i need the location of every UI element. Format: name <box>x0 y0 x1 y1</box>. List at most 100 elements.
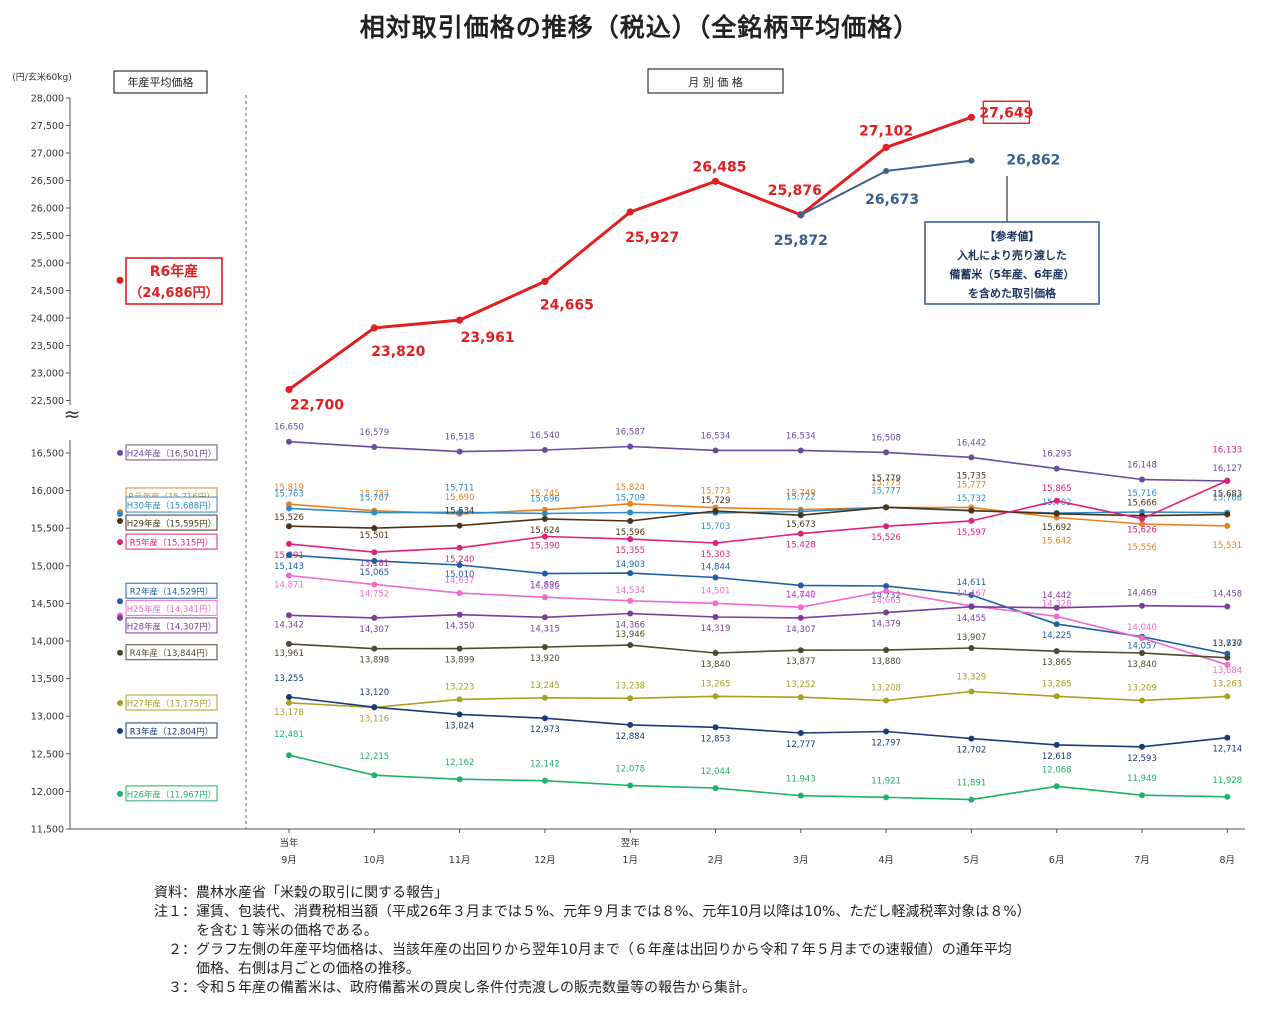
y-tick-label-upper: 26,500 <box>31 176 64 187</box>
series-line <box>288 643 1228 659</box>
avg-label-box <box>125 617 218 634</box>
data-label: 11,943 <box>786 775 816 785</box>
y-tick-label-lower: 14,000 <box>31 637 64 648</box>
reference-text: を含めた取引価格 <box>968 286 1057 300</box>
note-key: ３： <box>168 980 196 996</box>
data-point <box>1224 661 1231 668</box>
data-point <box>968 644 975 651</box>
data-label: 15,683 <box>1212 489 1242 499</box>
right-header: 月 別 価 格 <box>688 75 743 89</box>
data-point <box>541 446 548 453</box>
data-label: 13,252 <box>786 680 816 690</box>
data-label: 14,342 <box>274 620 304 630</box>
y-tick-label-upper: 24,500 <box>31 286 64 297</box>
data-label: 13,238 <box>615 681 645 691</box>
data-point <box>456 711 463 718</box>
data-label: 15,526 <box>274 513 304 523</box>
data-point <box>968 507 975 514</box>
data-label: 13,920 <box>530 654 560 664</box>
data-point <box>371 509 378 516</box>
data-point <box>883 794 890 801</box>
data-label: 16,133 <box>1212 446 1242 456</box>
note-row: 資料： 農林水産省「米穀の取引に関する報告」 <box>140 884 1031 903</box>
data-point <box>456 645 463 652</box>
data-label: 15,240 <box>445 555 475 565</box>
data-label: 15,865 <box>1042 484 1072 494</box>
notes: 資料： 農林水産省「米穀の取引に関する報告」 注１： 運賃、包装代、消費税相当額（平成… <box>140 884 1031 998</box>
data-point <box>797 647 804 654</box>
x-tick-label: 10月 <box>364 855 386 866</box>
data-point <box>883 697 890 704</box>
data-point <box>286 640 292 647</box>
data-point <box>797 614 804 621</box>
data-label: 12,044 <box>701 767 731 777</box>
note-key: ２： <box>168 942 196 958</box>
data-label: 14,611 <box>957 578 987 588</box>
data-point <box>371 557 378 564</box>
data-point <box>1053 648 1060 655</box>
y-tick-label-lower: 13,500 <box>31 674 64 685</box>
data-point <box>968 688 975 695</box>
data-label: 13,880 <box>871 657 901 667</box>
data-label: 13,907 <box>957 633 987 643</box>
data-point <box>967 113 976 121</box>
data-label: 15,707 <box>359 494 389 504</box>
avg-label: H29年産（15,595円） <box>127 519 216 530</box>
data-point <box>371 581 378 588</box>
data-label: 13,877 <box>786 657 816 667</box>
data-label: 15,143 <box>274 562 304 572</box>
data-label: 16,127 <box>1212 464 1242 474</box>
avg-label-box <box>125 496 218 513</box>
data-label: 15,735 <box>957 472 987 482</box>
avg-point <box>117 539 123 546</box>
y-tick-label-upper: 23,000 <box>31 369 64 380</box>
data-label: 25,872 <box>774 233 828 249</box>
data-label: 24,665 <box>540 297 594 313</box>
data-point <box>712 507 719 514</box>
note-row: 注１： 運賃、包装代、消費税相当額（平成26年３月までは５%、元年９月までは８%、… <box>140 903 1031 922</box>
data-point <box>1224 734 1231 741</box>
data-label: 12,593 <box>1127 754 1157 764</box>
data-label: 15,390 <box>530 541 560 551</box>
data-label: 15,556 <box>1127 543 1157 553</box>
data-label: 14,379 <box>871 619 901 629</box>
avg-point <box>117 700 123 707</box>
data-label: 14,458 <box>1212 590 1242 600</box>
data-label: 14,896 <box>530 581 560 591</box>
avg-label-box <box>125 599 218 616</box>
data-label: 14,534 <box>615 586 645 596</box>
data-point <box>1139 697 1145 704</box>
data-point <box>883 588 890 595</box>
avg-point <box>117 598 123 605</box>
data-label: 15,596 <box>615 528 645 538</box>
data-point <box>797 604 804 611</box>
data-label: 13,223 <box>445 682 475 692</box>
data-point <box>456 590 463 597</box>
avg-label: H24年産（16,501円） <box>127 448 216 459</box>
note-key <box>140 922 196 941</box>
r6-avg-label: R6年産 <box>150 263 199 280</box>
data-label: 15,501 <box>359 531 389 541</box>
data-point <box>1224 477 1231 484</box>
data-point <box>1139 602 1145 609</box>
data-point <box>1053 613 1060 620</box>
data-point <box>541 533 548 540</box>
data-point <box>797 729 804 736</box>
avg-point <box>117 511 123 518</box>
x-tick-label: 8月 <box>1220 855 1236 866</box>
data-point <box>627 721 634 728</box>
data-point <box>968 603 975 610</box>
data-label: 14,307 <box>786 625 816 635</box>
data-point <box>627 509 634 516</box>
y-tick-label-upper: 23,500 <box>31 341 64 352</box>
x-tick-label: 7月 <box>1134 855 1150 866</box>
data-point <box>1139 650 1145 657</box>
data-label: 11,921 <box>871 776 901 786</box>
data-label: 26,862 <box>1006 153 1060 169</box>
data-label: 15,673 <box>786 520 816 530</box>
data-label: 12,618 <box>1042 752 1072 762</box>
data-point <box>1139 520 1145 527</box>
data-label: 12,215 <box>359 752 389 762</box>
note-row: 価格、右側は月ごとの価格の推移。 <box>140 960 1031 979</box>
y-tick-label-lower: 11,500 <box>31 825 64 836</box>
